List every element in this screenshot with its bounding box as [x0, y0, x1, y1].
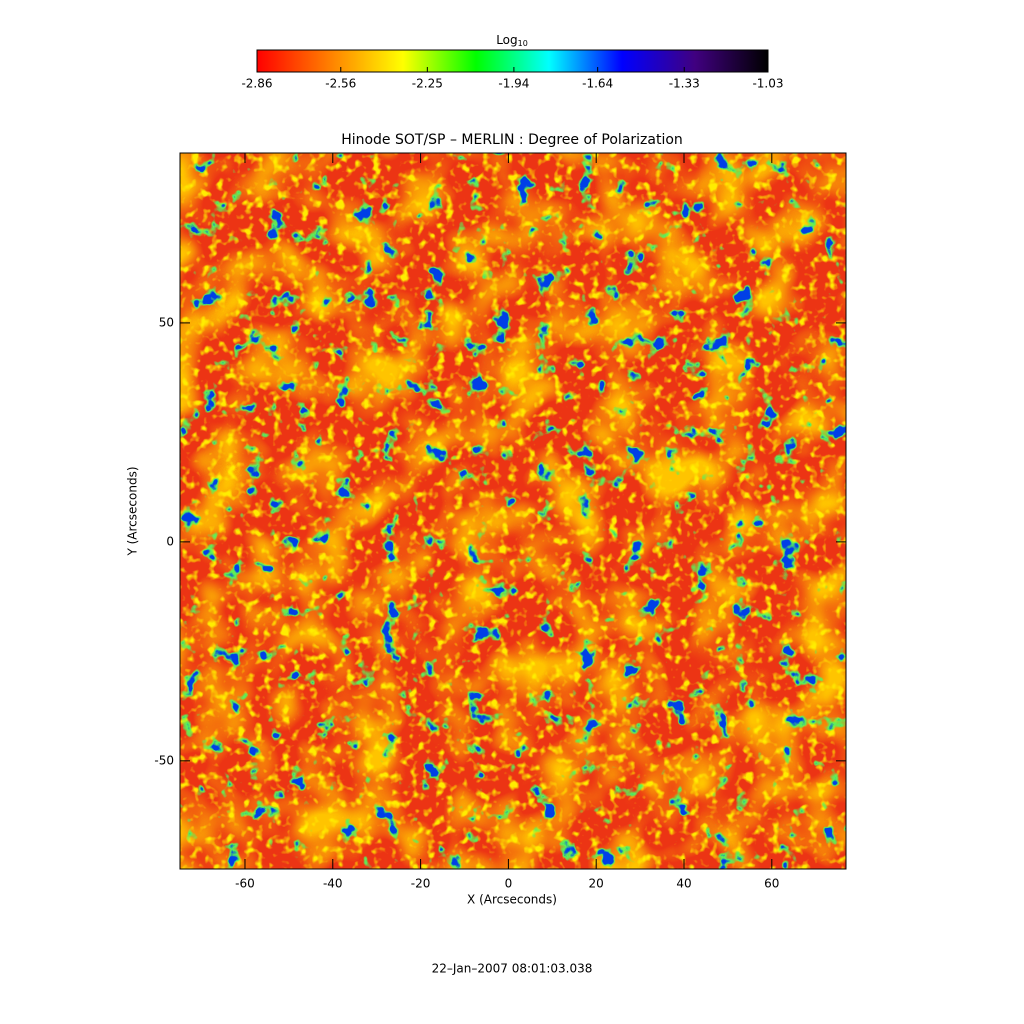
- x-tick-label: 40: [676, 877, 691, 891]
- image: [180, 153, 846, 869]
- axes: -60 -40 -20 0 20 40 60 -50 0 50 -2.86 -2.56 -2.25 -1.…: [154, 67, 846, 891]
- x-tick-label: -40: [323, 877, 343, 891]
- image-texture: [180, 153, 846, 869]
- colorbar-label: Log10: [496, 33, 528, 48]
- colorbar-tick-label: -1.03: [752, 77, 783, 91]
- y-tick-label: -50: [154, 753, 174, 767]
- colorbar-tick-label: -1.33: [669, 77, 700, 91]
- x-tick-label: 0: [505, 877, 513, 891]
- footer-date: 22–Jan–2007 08:01:03.038: [432, 962, 593, 976]
- x-tick-label: -20: [411, 877, 431, 891]
- colorbar-tick-label: -1.64: [582, 77, 613, 91]
- plot-frame: [179, 152, 847, 870]
- colorbar: [256, 49, 769, 73]
- x-tick-label: -60: [235, 877, 255, 891]
- y-axis-label: Y (Arcseconds): [126, 466, 140, 556]
- colorbar-tick-label: -2.25: [412, 77, 443, 91]
- y-tick-label: 0: [166, 534, 174, 548]
- colorbar-tick-label: -1.94: [498, 77, 529, 91]
- colorbar-label-subscript: 10: [518, 39, 528, 48]
- colorbar-tick-label: -2.56: [325, 77, 356, 91]
- x-axis-label: X (Arcseconds): [467, 893, 557, 907]
- y-tick-label: 50: [159, 315, 174, 329]
- x-tick-label: 20: [589, 877, 604, 891]
- x-tick-label: 60: [764, 877, 779, 891]
- chart-title: Hinode SOT/SP – MERLIN : Degree of Polar…: [341, 132, 683, 148]
- colorbar-tick-label: -2.86: [241, 77, 272, 91]
- colorbar-label-base: Log: [496, 33, 517, 47]
